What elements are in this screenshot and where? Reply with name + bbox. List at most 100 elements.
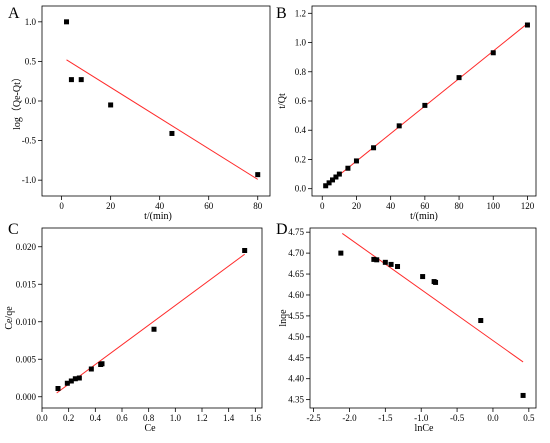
data-point	[68, 378, 74, 384]
data-point	[242, 248, 248, 253]
x-tick-label: -2.5	[306, 413, 321, 423]
x-tick-label: -1.5	[378, 413, 393, 423]
data-point	[64, 19, 70, 25]
x-tick-label: 60	[204, 201, 214, 211]
plot-area: 0.0 0.2 0.4 0.6 0.8 1.0 1.2 1.4 1.6 0.000 0.005 0.0…	[16, 227, 263, 423]
data-point	[345, 165, 351, 171]
data-point	[108, 102, 114, 108]
x-tick-label: -1.0	[414, 413, 429, 423]
data-point	[524, 22, 530, 28]
data-point	[55, 386, 61, 391]
y-tick-label: 0.5	[25, 56, 37, 66]
x-tick-label: 1.2	[196, 413, 207, 423]
x-tick-label: 0.6	[116, 413, 128, 423]
x-tick-label: 1.6	[250, 413, 262, 423]
panel-letter-a: A	[8, 5, 20, 22]
x-tick-label: 20	[106, 201, 116, 211]
chart-panel-b: B 0 20 40 60 80 100 120 0.0 0.2 0.4 0.6 0.8 1.0 1.2 t…	[276, 5, 537, 222]
y-tick-label: 4.75	[288, 227, 304, 237]
data-point	[68, 77, 74, 83]
y-tick-label: 4.65	[288, 269, 304, 279]
data-point	[422, 102, 428, 108]
data-point	[326, 180, 332, 186]
data-point	[338, 250, 344, 256]
y-axis-label: lnqe	[278, 309, 289, 327]
y-axis-label: t/Qt	[277, 93, 288, 109]
data-point	[330, 177, 336, 183]
x-tick-label: 0.0	[487, 413, 499, 423]
y-tick-label: 1.2	[295, 8, 306, 18]
data-point	[64, 380, 70, 386]
y-tick-label: 0.2	[295, 154, 306, 164]
x-tick-label: 0.4	[90, 413, 102, 423]
x-tick-label: 40	[386, 201, 396, 211]
y-tick-label: 1.0	[25, 17, 37, 27]
x-tick-label: 0.8	[143, 413, 155, 423]
axes-frame	[41, 5, 271, 197]
y-tick-label: 1.0	[295, 38, 307, 48]
panel-letter-b: B	[276, 5, 287, 22]
data-point	[520, 392, 526, 398]
plot-area: 0 20 40 60 80 -1.0 -0.5 0.0 0.5 1.0	[22, 5, 271, 211]
x-tick-label: 0	[320, 201, 325, 211]
x-tick-label: -0.5	[450, 413, 465, 423]
y-tick-label: 0.000	[16, 392, 37, 402]
data-point	[374, 257, 380, 263]
x-axis-label: t/(min)	[144, 211, 172, 222]
y-tick-label: 0.0	[295, 184, 307, 194]
x-tick-label: 1.0	[170, 413, 182, 423]
data-point	[490, 50, 496, 56]
x-tick-label: 0	[59, 201, 64, 211]
data-point	[72, 376, 78, 382]
data-point	[76, 375, 82, 381]
x-tick-label: -2.0	[342, 413, 357, 423]
x-tick-label: 0.0	[36, 413, 48, 423]
y-tick-label: 0.0	[25, 96, 37, 106]
x-tick-label: 80	[455, 201, 465, 211]
fit-line	[56, 253, 245, 394]
fit-line	[66, 59, 259, 180]
y-axis-label: Ce/qe	[4, 306, 15, 330]
y-tick-label: 0.6	[295, 96, 307, 106]
y-tick-label: 4.40	[288, 374, 304, 384]
y-tick-label: 4.45	[288, 353, 304, 363]
y-tick-label: -0.5	[22, 136, 37, 146]
x-axis-label: lnCe	[415, 423, 434, 434]
y-tick-label: 0.010	[16, 317, 37, 327]
axes-frame	[41, 227, 263, 409]
panel-letter-c: C	[8, 221, 19, 238]
y-tick-label: 4.70	[288, 248, 304, 258]
data-point	[388, 261, 394, 267]
y-tick-label: 4.35	[288, 395, 304, 405]
fit-line	[341, 233, 524, 363]
data-point	[420, 274, 426, 280]
data-point	[255, 172, 261, 178]
chart-panel-d: D -2.5 -2.0 -1.5 -1.0 -0.5 0.0 0.5 4.35 4.40 4.45…	[276, 221, 537, 434]
x-tick-label: 0.5	[523, 413, 535, 423]
x-tick-label: 120	[521, 201, 535, 211]
data-point	[99, 361, 105, 367]
y-axis-label: log（Qe-Qt）	[11, 72, 23, 130]
x-tick-label: 1.4	[223, 413, 235, 423]
data-point	[151, 326, 157, 332]
axes-frame	[309, 227, 537, 409]
data-point	[336, 171, 342, 177]
x-axis-label: Ce	[144, 423, 156, 434]
data-point	[395, 264, 401, 270]
y-tick-label: 0.005	[16, 354, 37, 364]
data-point	[396, 123, 402, 129]
chart-panel-a: A 0 20 40 60 80 -1.0 -0.5 0.0 0.5 1.0 t/(min) log…	[8, 5, 271, 222]
data-point	[88, 366, 94, 372]
x-tick-label: 0.2	[63, 413, 74, 423]
y-tick-label: 0.015	[16, 279, 37, 289]
data-point	[433, 279, 439, 285]
y-tick-label: 4.50	[288, 332, 304, 342]
data-point	[333, 174, 339, 180]
x-tick-label: 20	[352, 201, 362, 211]
y-tick-label: 0.4	[295, 125, 307, 135]
plot-area: -2.5 -2.0 -1.5 -1.0 -0.5 0.0 0.5 4.35 4.40 4.45 4.…	[288, 227, 537, 423]
data-point	[456, 75, 462, 81]
data-point	[382, 259, 388, 265]
data-point	[371, 145, 377, 151]
